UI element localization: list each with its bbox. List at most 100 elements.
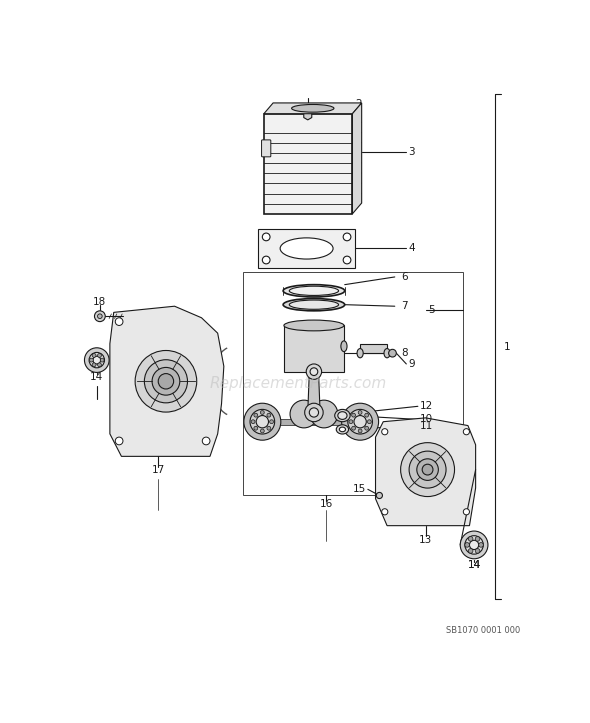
Circle shape (97, 314, 102, 319)
Circle shape (310, 400, 338, 428)
Circle shape (152, 367, 180, 395)
Circle shape (84, 348, 109, 372)
Circle shape (309, 408, 319, 417)
Circle shape (90, 358, 93, 362)
Text: 9: 9 (409, 359, 415, 369)
Circle shape (304, 403, 323, 422)
Text: 12: 12 (420, 401, 434, 411)
Circle shape (263, 233, 270, 241)
Ellipse shape (335, 409, 350, 422)
Circle shape (270, 420, 274, 424)
Text: 15: 15 (353, 484, 366, 495)
Circle shape (365, 414, 369, 417)
Circle shape (468, 549, 473, 553)
Circle shape (468, 536, 473, 542)
Text: 1: 1 (504, 342, 511, 351)
Circle shape (115, 318, 123, 325)
Text: 17: 17 (152, 465, 165, 475)
Circle shape (158, 374, 173, 389)
Ellipse shape (291, 104, 334, 112)
Text: 16: 16 (320, 499, 333, 509)
Circle shape (475, 549, 480, 553)
Ellipse shape (384, 348, 390, 358)
Ellipse shape (338, 411, 347, 419)
Text: 6: 6 (401, 272, 408, 282)
Text: 10: 10 (420, 414, 433, 424)
Polygon shape (110, 307, 224, 456)
Text: 7: 7 (401, 301, 408, 311)
Text: 5: 5 (428, 305, 434, 315)
Circle shape (460, 531, 488, 559)
Circle shape (306, 364, 322, 380)
Circle shape (260, 429, 264, 433)
Circle shape (382, 509, 388, 515)
Circle shape (409, 451, 446, 488)
Text: 18: 18 (93, 297, 106, 307)
Circle shape (417, 459, 438, 480)
Circle shape (267, 414, 271, 417)
Circle shape (475, 536, 480, 542)
Circle shape (463, 509, 470, 515)
Text: 14: 14 (467, 560, 481, 570)
Circle shape (368, 420, 371, 424)
Circle shape (389, 349, 396, 357)
Circle shape (352, 414, 356, 417)
Circle shape (382, 429, 388, 435)
Circle shape (254, 414, 258, 417)
Polygon shape (375, 418, 476, 526)
Circle shape (478, 542, 483, 547)
Circle shape (89, 352, 104, 368)
Circle shape (202, 437, 210, 445)
Ellipse shape (289, 286, 339, 296)
Bar (264, 114, 352, 214)
Text: 14: 14 (90, 372, 103, 382)
Bar (263, 419, 360, 425)
Circle shape (422, 464, 433, 475)
Circle shape (100, 358, 104, 362)
Text: 11: 11 (420, 421, 434, 431)
Circle shape (465, 536, 483, 554)
Circle shape (463, 429, 470, 435)
Circle shape (97, 363, 101, 367)
Circle shape (97, 354, 101, 357)
Ellipse shape (357, 348, 363, 358)
Circle shape (349, 420, 353, 424)
Bar (258, 229, 355, 268)
Circle shape (115, 437, 123, 445)
Circle shape (470, 540, 478, 549)
Text: 4: 4 (409, 244, 415, 254)
Circle shape (250, 409, 275, 434)
Bar (360, 344, 387, 353)
Text: 2: 2 (356, 100, 362, 109)
Ellipse shape (339, 427, 346, 432)
Ellipse shape (283, 285, 345, 297)
Circle shape (401, 442, 454, 497)
Circle shape (342, 403, 379, 440)
Circle shape (354, 416, 366, 428)
Circle shape (365, 427, 369, 430)
Circle shape (93, 356, 101, 364)
Polygon shape (352, 103, 362, 214)
Circle shape (290, 400, 318, 428)
Circle shape (358, 411, 362, 414)
Circle shape (343, 256, 351, 264)
Text: 3: 3 (409, 147, 415, 157)
Circle shape (92, 354, 96, 357)
Circle shape (251, 420, 255, 424)
Text: ReplacementParts.com: ReplacementParts.com (210, 376, 387, 390)
FancyBboxPatch shape (261, 140, 271, 157)
Circle shape (358, 429, 362, 433)
Bar (284, 325, 344, 372)
Text: 14: 14 (467, 560, 481, 570)
Ellipse shape (283, 299, 345, 311)
Circle shape (343, 233, 351, 241)
Text: 8: 8 (401, 348, 408, 358)
Circle shape (92, 363, 96, 367)
Circle shape (254, 427, 258, 430)
Text: 13: 13 (419, 534, 432, 544)
Circle shape (260, 411, 264, 414)
Circle shape (465, 542, 470, 547)
Circle shape (348, 409, 372, 434)
Polygon shape (308, 372, 320, 412)
Ellipse shape (341, 341, 347, 351)
